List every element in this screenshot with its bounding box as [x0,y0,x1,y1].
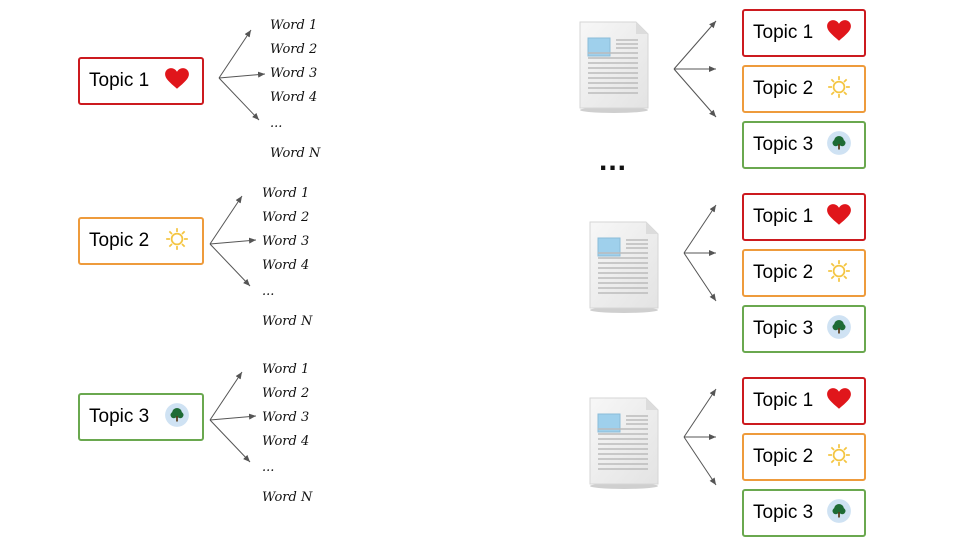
word-label: Word 4 [262,258,310,273]
heart-icon [826,386,852,412]
topic-word-arrow [209,243,251,287]
topic-box-2: Topic 2 [78,217,204,265]
topic-label: Topic 3 [753,502,814,523]
topic-label: Topic 2 [753,78,814,99]
document-1-topic-box-1: Topic 1 [742,9,866,57]
topic-label: Topic 1 [753,22,814,43]
word-label: Word 4 [270,90,318,105]
word-label: Word 2 [262,210,310,225]
document-icon [588,396,668,494]
word-label: Word 2 [270,42,318,57]
document-topic-arrow [683,204,717,254]
word-ellipsis: ... [270,116,283,131]
topic-label: Topic 3 [753,318,814,339]
document-topic-arrow [683,252,717,302]
word-ellipsis: ... [262,284,275,299]
middle-ellipsis: ... [599,144,628,177]
topic-word-arrow [218,77,260,121]
document-icon [578,20,658,118]
topic-word-arrow [209,371,243,421]
tree-icon [826,314,852,340]
topic-label: Topic 1 [753,390,814,411]
topic-word-arrow [218,29,252,79]
word-label: Word 1 [270,18,318,33]
document-1-topic-box-3: Topic 3 [742,121,866,169]
word-ellipsis: ... [262,460,275,475]
word-label: Word 1 [262,362,310,377]
word-label: Word 2 [262,386,310,401]
sun-icon [826,258,852,284]
word-label: Word N [262,490,313,505]
sun-icon [826,442,852,468]
tree-icon [164,402,190,428]
topic-label: Topic 3 [753,134,814,155]
topic-box-3: Topic 3 [78,393,204,441]
document-2-topic-box-2: Topic 2 [742,249,866,297]
topic-word-arrow [218,71,266,79]
word-label: Word 3 [270,66,318,81]
word-label: Word 4 [262,434,310,449]
tree-icon [826,498,852,524]
document-topic-arrow [683,388,717,438]
topic-word-arrow [209,237,257,245]
heart-icon [164,66,190,92]
tree-icon [826,130,852,156]
document-topic-arrow [673,68,717,118]
topic-word-arrow [209,419,251,463]
topic-label: Topic 2 [753,446,814,467]
document-3-topic-box-1: Topic 1 [742,377,866,425]
document-3-topic-box-3: Topic 3 [742,489,866,537]
document-1-topic-box-2: Topic 2 [742,65,866,113]
topic-label: Topic 2 [753,262,814,283]
topic-label: Topic 1 [753,206,814,227]
word-label: Word N [270,146,321,161]
document-2-topic-box-3: Topic 3 [742,305,866,353]
topic-label: Topic 3 [89,406,150,427]
document-2-topic-box-1: Topic 1 [742,193,866,241]
topic-word-arrow [209,195,243,245]
document-icon [588,220,668,318]
heart-icon [826,18,852,44]
word-label: Word 3 [262,234,310,249]
document-3-topic-box-2: Topic 2 [742,433,866,481]
heart-icon [826,202,852,228]
sun-icon [826,74,852,100]
document-topic-arrow [683,436,717,486]
topic-label: Topic 2 [89,230,150,251]
word-label: Word 3 [262,410,310,425]
document-topic-arrow [673,20,717,70]
word-label: Word N [262,314,313,329]
word-label: Word 1 [262,186,310,201]
sun-icon [164,226,190,252]
topic-word-arrow [209,413,257,421]
topic-label: Topic 1 [89,70,150,91]
topic-box-1: Topic 1 [78,57,204,105]
